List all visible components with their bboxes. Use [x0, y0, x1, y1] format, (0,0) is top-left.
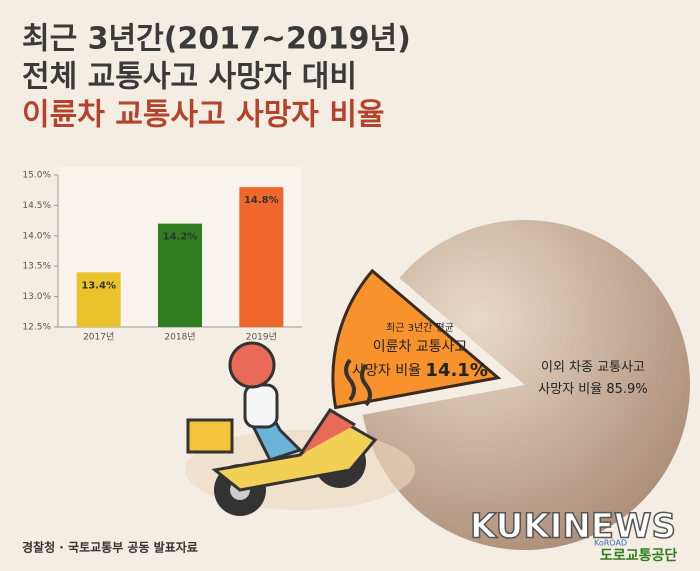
pie-label-line: 이륜차 교통사고: [373, 339, 468, 355]
pie-label: 사망자 비율 14.1%: [352, 360, 488, 381]
pie-slice: [331, 268, 502, 410]
pie-value-label: 85.9%: [606, 382, 647, 397]
bar-value-label: 13.4%: [81, 280, 116, 291]
pie-slice: [362, 220, 690, 550]
bar: [76, 272, 121, 327]
pie-label-line: 사망자 비율: [538, 382, 602, 397]
logo-name: 도로교통공단: [600, 547, 677, 564]
x-tick-label: 2018년: [164, 332, 195, 343]
x-tick-label: 2017년: [83, 332, 114, 343]
bar: [239, 187, 284, 327]
y-tick-label: 12.5%: [22, 323, 51, 333]
bar-value-label: 14.8%: [244, 195, 279, 206]
source: 경찰청 · 국토교통부 공동 발표자료: [22, 540, 198, 555]
pie-label: 최근 3년간 평균: [386, 322, 454, 334]
pie-label: 이외 차종 교통사고: [541, 360, 645, 375]
y-tick-label: 15.0%: [22, 171, 51, 181]
watermark: KUKINEWS: [470, 507, 676, 547]
pie-label-line: 최근 3년간 평균: [386, 322, 454, 334]
bar: [158, 223, 202, 327]
pie-value-label: 14.1%: [425, 360, 487, 381]
y-tick-label: 13.0%: [22, 292, 51, 302]
title-line: 이륜차 교통사고 사망자 비율: [22, 98, 385, 133]
pie-label-line: 사망자 비율: [352, 363, 421, 379]
bar-value-label: 14.2%: [163, 232, 198, 243]
y-tick-label: 13.5%: [22, 262, 51, 272]
scooter-illustration: [185, 341, 415, 516]
pie-label: 사망자 비율 85.9%: [538, 382, 647, 397]
title-line: 최근 3년간(2017~2019년): [22, 22, 411, 57]
y-tick-label: 14.0%: [22, 231, 51, 241]
x-tick-label: 2019년: [246, 332, 277, 343]
pie-label-line: 이외 차종 교통사고: [541, 360, 645, 375]
logo-small: KoROAD: [594, 539, 627, 548]
y-tick-label: 14.5%: [22, 201, 51, 211]
pie-label: 이륜차 교통사고: [373, 339, 468, 355]
title-line: 전체 교통사고 사망자 대비: [22, 60, 357, 95]
